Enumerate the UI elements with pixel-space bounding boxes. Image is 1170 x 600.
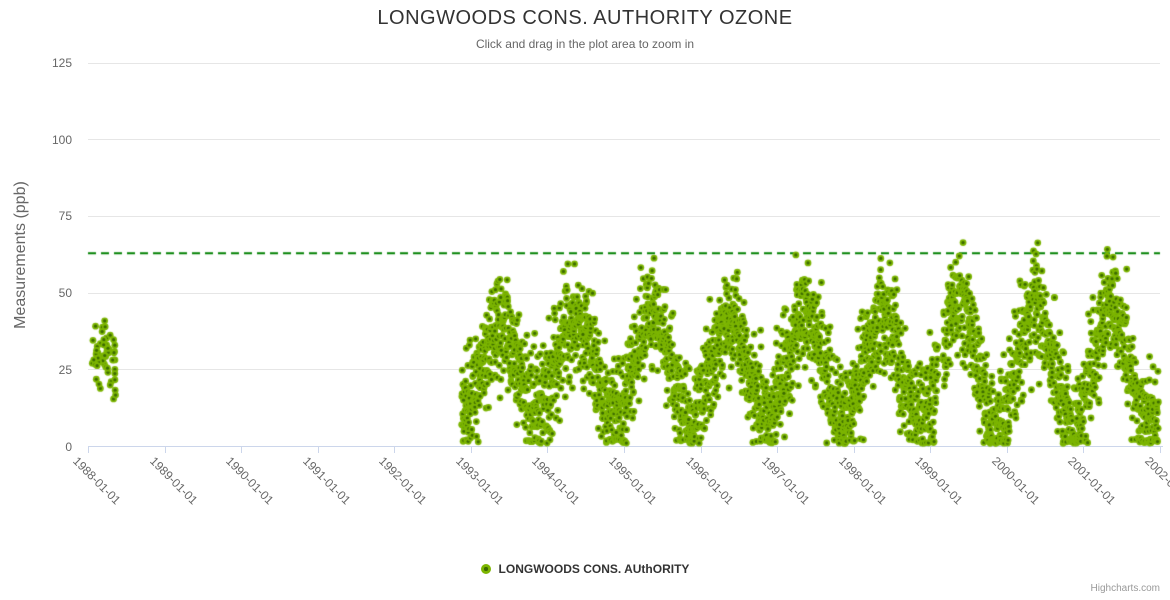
legend-marker-icon xyxy=(480,564,491,574)
highcharts-credits-link[interactable]: Highcharts.com xyxy=(1090,583,1160,594)
legend-label: LONGWOODS CONS. AUthORITY xyxy=(498,562,690,576)
legend-item-series[interactable]: LONGWOODS CONS. AUthORITY xyxy=(0,562,1170,576)
